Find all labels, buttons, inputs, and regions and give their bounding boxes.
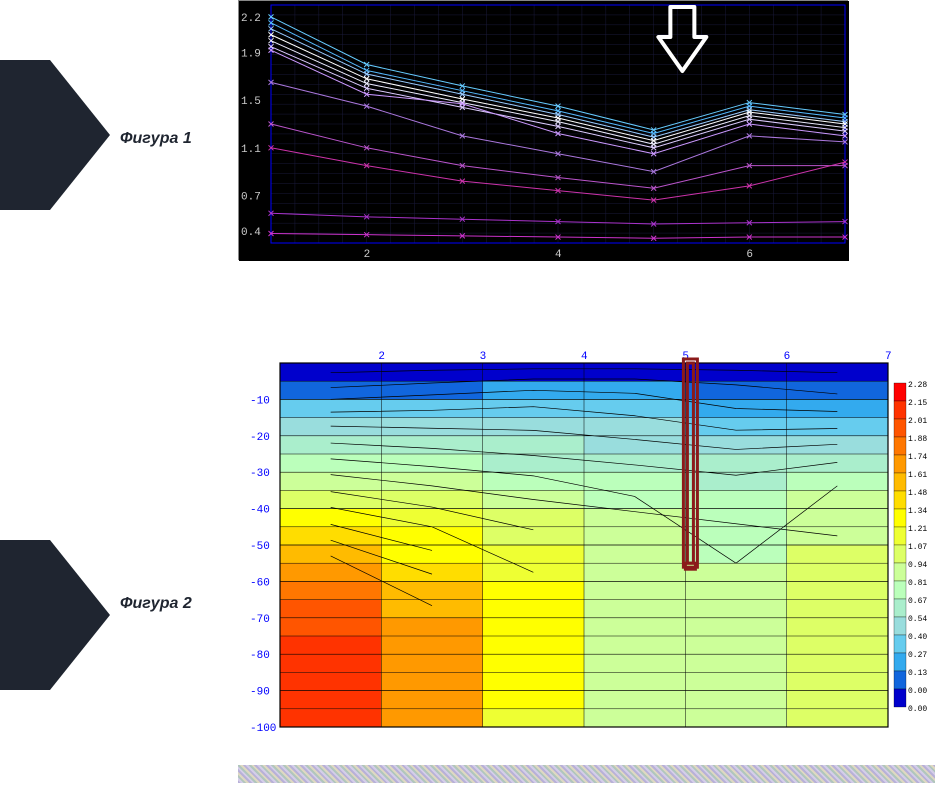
svg-text:0.27: 0.27 [908, 651, 927, 660]
svg-text:4: 4 [555, 249, 562, 261]
svg-text:0.13: 0.13 [908, 669, 927, 678]
svg-text:2: 2 [364, 249, 371, 261]
svg-text:2: 2 [378, 351, 385, 363]
svg-text:-30: -30 [250, 468, 270, 480]
svg-text:1.21: 1.21 [908, 525, 927, 534]
svg-text:0.00: 0.00 [908, 705, 927, 714]
svg-text:6: 6 [746, 249, 753, 261]
noise-strip [238, 765, 935, 783]
svg-text:3: 3 [480, 351, 487, 363]
svg-text:2.2: 2.2 [241, 13, 261, 25]
heatmap-chart: 234567-10-20-30-40-50-60-70-80-90-1002.2… [238, 345, 938, 735]
svg-text:2.01: 2.01 [908, 417, 927, 426]
svg-text:4: 4 [581, 351, 588, 363]
svg-text:-100: -100 [250, 723, 276, 735]
svg-text:0.4: 0.4 [241, 227, 261, 239]
svg-text:1.74: 1.74 [908, 453, 927, 462]
svg-text:0.00: 0.00 [908, 687, 927, 696]
svg-text:-70: -70 [250, 614, 270, 626]
svg-text:1.9: 1.9 [241, 49, 261, 61]
figure2-label: Фигура 2 [120, 595, 192, 613]
svg-text:-50: -50 [250, 541, 270, 553]
svg-text:-20: -20 [250, 432, 270, 444]
svg-text:1.5: 1.5 [241, 96, 261, 108]
line-chart: 0.4 0.7 1.1 1.5 1.9 2.2 2 4 6 [238, 0, 848, 260]
pentagon-marker-2 [0, 540, 110, 690]
pentagon-marker-1 [0, 60, 110, 210]
svg-text:6: 6 [784, 351, 791, 363]
svg-text:0.54: 0.54 [908, 615, 927, 624]
svg-text:0.7: 0.7 [241, 191, 261, 203]
svg-text:0.94: 0.94 [908, 561, 927, 570]
svg-text:1.48: 1.48 [908, 489, 927, 498]
svg-text:2.28: 2.28 [908, 381, 927, 390]
svg-text:1.1: 1.1 [241, 144, 261, 156]
svg-text:-80: -80 [250, 650, 270, 662]
svg-text:-60: -60 [250, 577, 270, 589]
svg-text:2.15: 2.15 [908, 399, 927, 408]
figure1-label: Фигура 1 [120, 130, 192, 148]
svg-text:7: 7 [885, 351, 892, 363]
svg-text:0.67: 0.67 [908, 597, 927, 606]
svg-text:1.07: 1.07 [908, 543, 927, 552]
svg-text:1.88: 1.88 [908, 435, 927, 444]
svg-text:-40: -40 [250, 505, 270, 517]
svg-text:0.81: 0.81 [908, 579, 927, 588]
svg-text:0.40: 0.40 [908, 633, 927, 642]
svg-text:-10: -10 [250, 395, 270, 407]
svg-text:1.61: 1.61 [908, 471, 927, 480]
svg-text:-90: -90 [250, 687, 270, 699]
svg-text:1.34: 1.34 [908, 507, 927, 516]
